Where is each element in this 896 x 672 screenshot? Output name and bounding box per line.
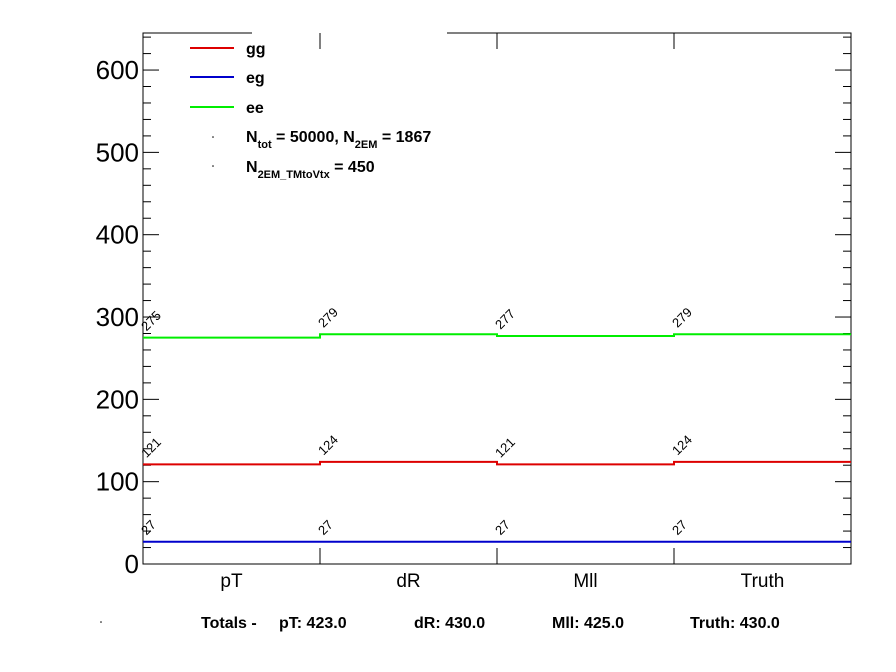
value-label-gg: 121 bbox=[138, 435, 164, 461]
totals-truth: Truth: 430.0 bbox=[690, 615, 780, 632]
value-label-eg: 27 bbox=[492, 517, 513, 538]
y-tick-label: 100 bbox=[96, 467, 139, 497]
y-tick-label: 0 bbox=[125, 549, 139, 579]
legend-marker-ntot bbox=[212, 136, 214, 138]
value-label-gg: 121 bbox=[492, 435, 518, 461]
totals-dr: dR: 430.0 bbox=[414, 615, 485, 632]
value-labels: 121 124 121 124 27 27 27 27 275 279 277 279 bbox=[138, 304, 695, 537]
value-label-ee: 279 bbox=[669, 304, 695, 330]
y-tick-label: 300 bbox=[96, 302, 139, 332]
legend-label-gg: gg bbox=[246, 41, 266, 58]
x-axis-ticks: pT dR Mll Truth bbox=[220, 33, 784, 592]
y-tick-label: 600 bbox=[96, 55, 139, 85]
ntot-base: N bbox=[246, 129, 258, 146]
n2em-tail: = 450 bbox=[330, 159, 375, 176]
y-axis-ticks: 0 100 200 300 400 500 600 bbox=[96, 36, 851, 579]
totals-pt: pT: 423.0 bbox=[279, 615, 347, 632]
value-label-eg: 27 bbox=[138, 517, 159, 538]
ntot-sub2: 2EM bbox=[355, 139, 378, 151]
x-category-label: Truth bbox=[741, 571, 785, 592]
x-category-label: Mll bbox=[573, 571, 597, 592]
value-label-eg: 27 bbox=[669, 517, 690, 538]
legend-marker-n2em bbox=[212, 165, 214, 167]
series-lines bbox=[143, 333, 851, 543]
totals-prefix: Totals - bbox=[201, 615, 257, 632]
n2em-sub: 2EM_TMtoVtx bbox=[258, 169, 331, 181]
value-label-ee: 279 bbox=[315, 304, 341, 330]
x-category-label: dR bbox=[396, 571, 420, 592]
totals-line: Totals - pT: 423.0 dR: 430.0 Mll: 425.0 … bbox=[100, 615, 780, 632]
ntot-text: = 50000, N bbox=[272, 129, 355, 146]
legend-label-eg: eg bbox=[246, 70, 265, 87]
y-tick-label: 400 bbox=[96, 220, 139, 250]
legend-label-ee: ee bbox=[246, 100, 264, 117]
value-label-ee: 277 bbox=[492, 306, 518, 332]
annotation-n2em: N2EM_TMtoVtx = 450 bbox=[246, 159, 375, 181]
n2em-base: N bbox=[246, 159, 258, 176]
ntot-sub: tot bbox=[258, 139, 272, 151]
totals-marker bbox=[100, 621, 102, 623]
ntot-tail: = 1867 bbox=[377, 129, 431, 146]
totals-mll: Mll: 425.0 bbox=[552, 615, 624, 632]
annotation-ntot: Ntot = 50000, N2EM = 1867 bbox=[246, 129, 431, 151]
y-tick-label: 500 bbox=[96, 137, 139, 167]
value-label-gg: 124 bbox=[669, 432, 695, 458]
y-tick-label: 200 bbox=[96, 384, 139, 414]
x-category-label: pT bbox=[220, 571, 243, 592]
value-label-ee: 275 bbox=[138, 308, 164, 334]
value-label-eg: 27 bbox=[315, 517, 336, 538]
series-line-gg bbox=[143, 460, 851, 466]
series-line-ee bbox=[143, 333, 851, 339]
value-label-gg: 124 bbox=[315, 432, 341, 458]
